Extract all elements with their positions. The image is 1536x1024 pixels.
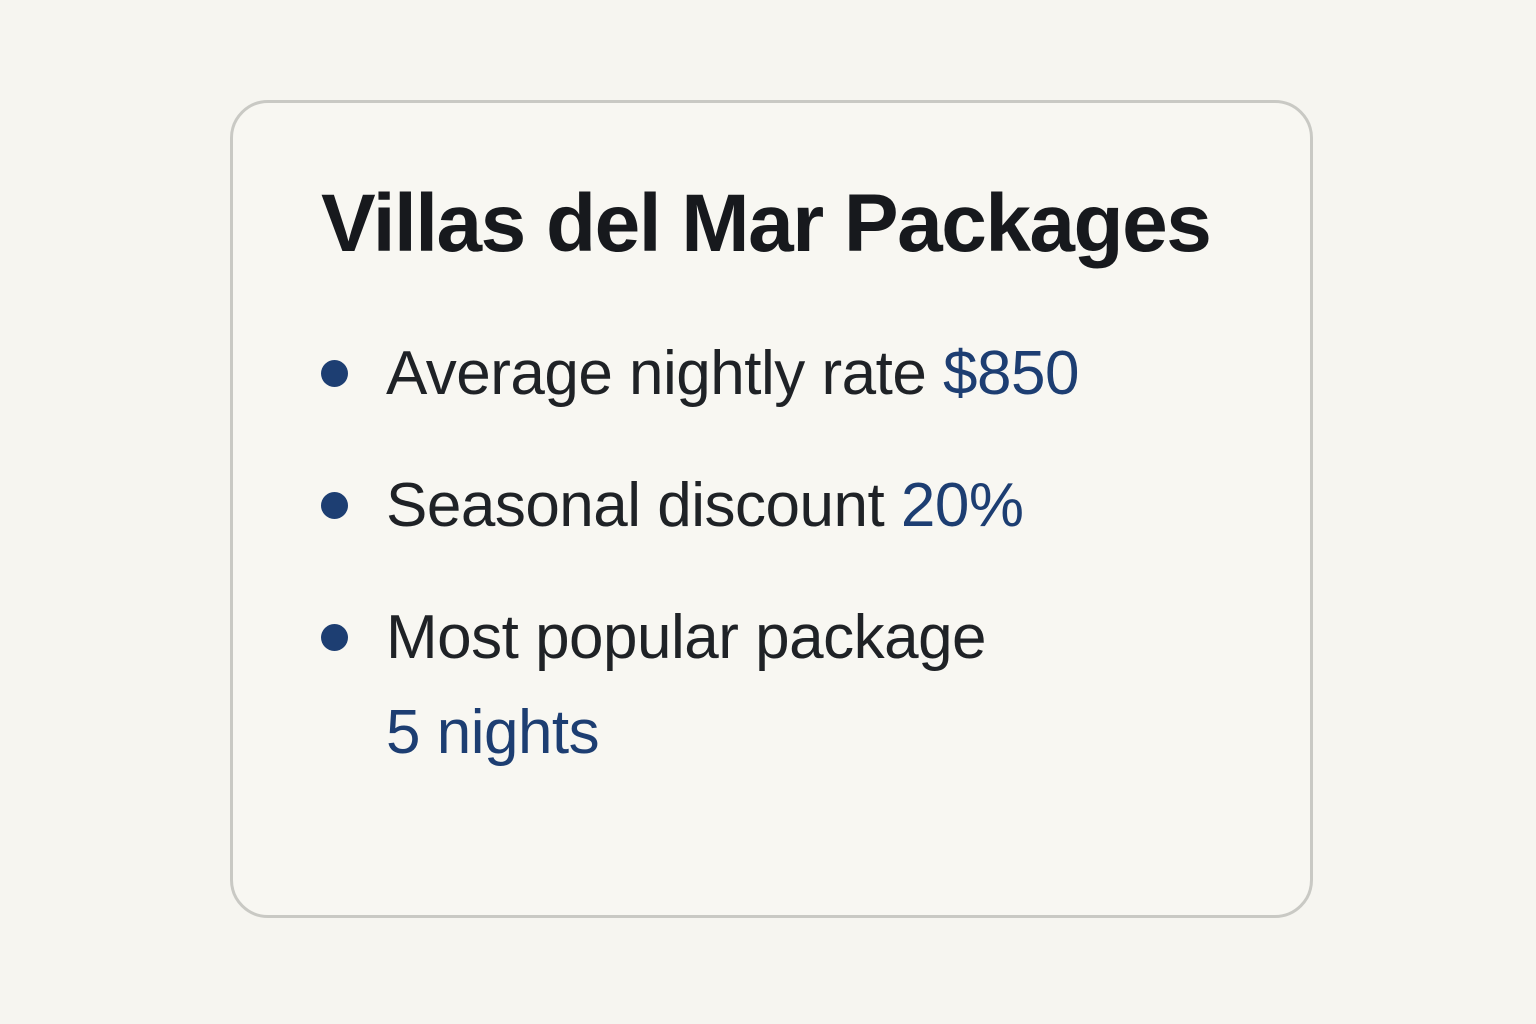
package-item-label: Seasonal discount (386, 471, 885, 541)
package-list-item: Most popular package 5 nights (321, 591, 1230, 781)
package-item-text: Average nightly rate $850 (386, 327, 1079, 422)
package-list-item: Seasonal discount 20% (321, 459, 1230, 554)
bullet-dot-icon (321, 360, 348, 388)
package-item-label: Most popular package (386, 603, 987, 673)
package-item-value: $850 (943, 339, 1079, 409)
card-title: Villas del Mar Packages (321, 178, 1212, 269)
packages-card: Villas del Mar Packages Average nightly … (230, 100, 1313, 918)
package-item-value: 20% (900, 471, 1024, 541)
package-item-text: Seasonal discount 20% (386, 459, 1024, 554)
package-item-text: Most popular package 5 nights (386, 591, 987, 781)
bullet-dot-icon (321, 624, 348, 652)
package-item-value: 5 nights (386, 697, 600, 767)
bullet-dot-icon (321, 492, 348, 520)
packages-list: Average nightly rate $850 Seasonal discou… (321, 327, 1230, 780)
package-list-item: Average nightly rate $850 (321, 327, 1230, 422)
package-item-label: Average nightly rate (386, 339, 927, 409)
